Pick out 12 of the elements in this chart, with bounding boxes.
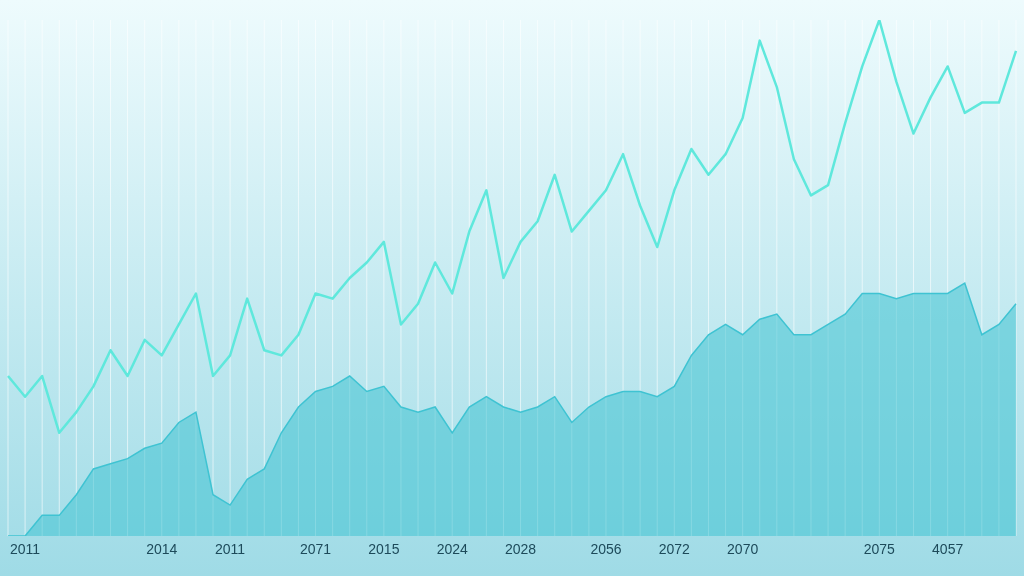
x-tick-label: 4057 [932,540,964,557]
x-tick-label: 2024 [436,540,468,557]
x-tick-label: 2011 [10,540,41,557]
x-tick-label: 2075 [863,540,896,557]
x-tick-label: 2028 [504,540,537,557]
x-tick-label: 2070 [727,540,759,557]
x-tick-label: 2056 [590,540,622,557]
x-tick-label: 2015 [368,540,400,557]
x-tick-label: 2072 [658,540,691,557]
x-tick-label: 2071 [299,540,332,557]
x-tick-label: 2014 [146,540,178,557]
x-tick-label: 2011 [215,540,246,557]
